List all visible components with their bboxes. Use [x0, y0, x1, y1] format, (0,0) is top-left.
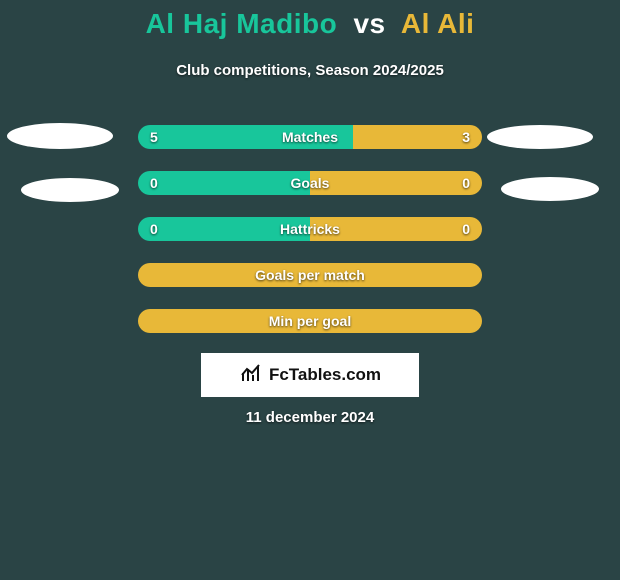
stat-bar-row: Goals per match [138, 263, 482, 287]
stat-bar-row: Min per goal [138, 309, 482, 333]
page-title: Al Haj Madibo vs Al Ali [0, 8, 620, 40]
date-line: 11 december 2024 [0, 409, 620, 426]
avatar-ellipse [487, 125, 593, 149]
avatar-ellipse [21, 178, 119, 202]
title-vs: vs [353, 8, 385, 39]
brand-box: FcTables.com [201, 353, 419, 397]
stat-label: Goals [138, 171, 482, 195]
stat-bar-row: 00Goals [138, 171, 482, 195]
bar-chart-icon [239, 361, 263, 390]
subtitle: Club competitions, Season 2024/2025 [0, 62, 620, 79]
avatar-ellipse [7, 123, 113, 149]
avatar-ellipse [501, 177, 599, 201]
comparison-canvas: Al Haj Madibo vs Al Ali Club competition… [0, 0, 620, 580]
stat-label: Min per goal [138, 309, 482, 333]
brand-text: FcTables.com [269, 365, 381, 385]
title-player2: Al Ali [401, 8, 475, 39]
title-player1: Al Haj Madibo [146, 8, 338, 39]
stat-label: Matches [138, 125, 482, 149]
stat-bar-row: 00Hattricks [138, 217, 482, 241]
stat-bar-row: 53Matches [138, 125, 482, 149]
stat-label: Hattricks [138, 217, 482, 241]
stat-label: Goals per match [138, 263, 482, 287]
